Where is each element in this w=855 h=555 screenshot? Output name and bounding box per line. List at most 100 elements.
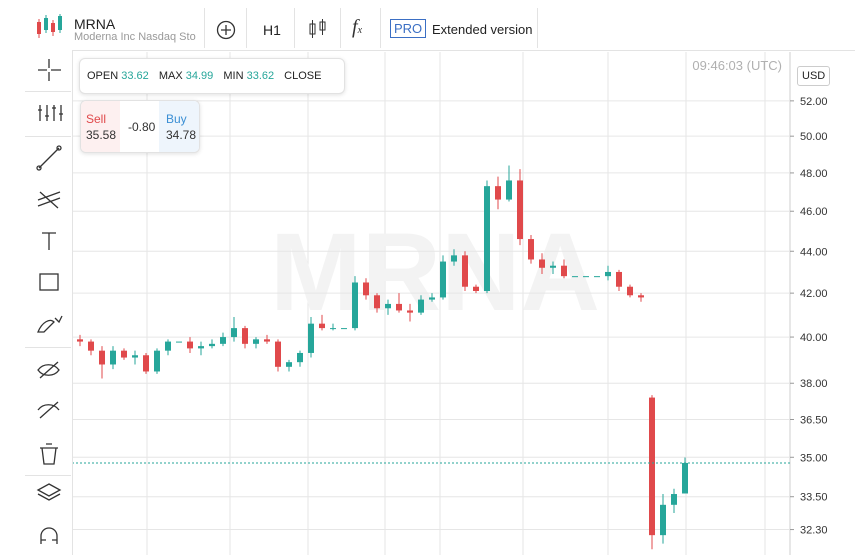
sell-button[interactable]: Sell 35.58 (81, 101, 120, 152)
y-tick-label: 48.00 (800, 168, 828, 180)
magnet[interactable] (40, 527, 58, 544)
candle-body (550, 265, 556, 268)
sell-label: Sell (86, 112, 107, 126)
add-indicator-button[interactable] (216, 20, 236, 40)
candle-body (308, 323, 314, 353)
y-tick-label: 36.50 (800, 415, 828, 427)
candle-body (341, 328, 347, 330)
candle-body (198, 346, 204, 349)
y-tick-label: 35.00 (800, 452, 828, 464)
hide-drawings[interactable] (37, 361, 60, 379)
candle-body (440, 261, 446, 298)
open-value: 33.62 (121, 70, 149, 82)
ohlc-box: OPEN 33.62 MAX 34.99 MIN 33.62 CLOSE 34.… (79, 58, 345, 116)
brush-tool[interactable] (37, 315, 63, 333)
candle-body (462, 255, 468, 287)
candle-body (638, 295, 644, 298)
interval-button[interactable]: H1 (263, 22, 281, 38)
candle-body (132, 355, 138, 358)
text-tool[interactable] (42, 232, 56, 250)
candle-body (231, 328, 237, 338)
extended-version-button[interactable]: Extended version (432, 22, 533, 37)
y-tick-label: 38.00 (800, 378, 828, 390)
candle-body (121, 350, 127, 358)
buy-label: Buy (166, 112, 187, 126)
symbol: MRNA (74, 16, 116, 32)
description: Moderna Inc Nasdaq Sto (74, 31, 196, 43)
y-tick-label: 44.00 (800, 246, 828, 258)
y-tick-label: 42.00 (800, 288, 828, 300)
min-value: 33.62 (246, 70, 275, 82)
fib-tool[interactable] (37, 191, 61, 209)
candle-body (176, 341, 182, 343)
candle-body (286, 362, 292, 367)
buy-button[interactable]: Buy 34.78 (159, 101, 199, 152)
candle-body (396, 303, 402, 311)
candle-body (363, 282, 369, 296)
candle-body (627, 286, 633, 296)
candle-body (275, 341, 281, 367)
candle-body (451, 255, 457, 262)
candle-body (682, 462, 688, 494)
candle-body (671, 494, 677, 505)
open-label: OPEN (87, 70, 119, 82)
y-tick-label: 46.00 (800, 206, 828, 218)
candle-body (528, 239, 534, 260)
currency[interactable]: USD (797, 66, 831, 86)
pro-badge[interactable]: PRO (390, 19, 427, 38)
logo (37, 14, 62, 38)
candle-body (572, 276, 578, 278)
min-label: MIN (223, 70, 244, 82)
candle-body (605, 271, 611, 277)
candle-body (539, 259, 545, 268)
candle-body (495, 186, 501, 200)
candle-body (583, 276, 589, 278)
indicators-tool[interactable] (38, 105, 63, 121)
candle-body (77, 339, 83, 342)
chart-type-button[interactable] (308, 18, 328, 40)
candle-body (88, 341, 94, 351)
candle-body (143, 355, 149, 372)
candle-body (330, 328, 336, 330)
shape-tool[interactable] (39, 273, 59, 291)
candle-body (484, 186, 490, 291)
spread: -0.80 (128, 120, 156, 134)
candle-body (616, 271, 622, 287)
y-tick-label: 40.00 (800, 332, 828, 344)
candle-body (264, 339, 270, 342)
candle-body (319, 323, 325, 329)
sell-price: 35.58 (86, 128, 117, 142)
candle-body (660, 504, 666, 536)
crosshair-tool[interactable] (38, 59, 61, 81)
y-tick-label: 52.00 (800, 96, 828, 108)
candle-body (110, 350, 116, 365)
time: 09:46:03 (UTC) (692, 58, 782, 73)
y-tick-label: 32.30 (800, 525, 828, 537)
candle-body (253, 339, 259, 344)
candle-body (187, 341, 193, 349)
indicators-button[interactable]: fx (352, 16, 363, 38)
trade-box: Sell 35.58 -0.80 Buy 34.78 (80, 100, 200, 153)
candle-body (506, 180, 512, 200)
candle-body (165, 341, 171, 351)
candle-body (561, 265, 567, 277)
candle-body (154, 350, 160, 372)
buy-price: 34.78 (166, 128, 197, 142)
candle-body (407, 310, 413, 313)
candle-body (220, 337, 226, 344)
candle-body (649, 397, 655, 536)
tool-icons (36, 59, 63, 544)
hide-indicators[interactable] (37, 401, 60, 419)
candle-body (242, 328, 248, 344)
candle-body (374, 295, 380, 309)
candle-body (99, 350, 105, 365)
y-tick-label: 33.50 (800, 492, 828, 504)
drawing-toolbar (0, 50, 73, 555)
watermark: MRNA (270, 211, 600, 334)
layers[interactable] (36, 483, 62, 501)
trendline-tool[interactable] (38, 147, 60, 169)
delete-all[interactable] (40, 443, 58, 465)
candle-body (473, 286, 479, 291)
candle-body (209, 343, 215, 347)
